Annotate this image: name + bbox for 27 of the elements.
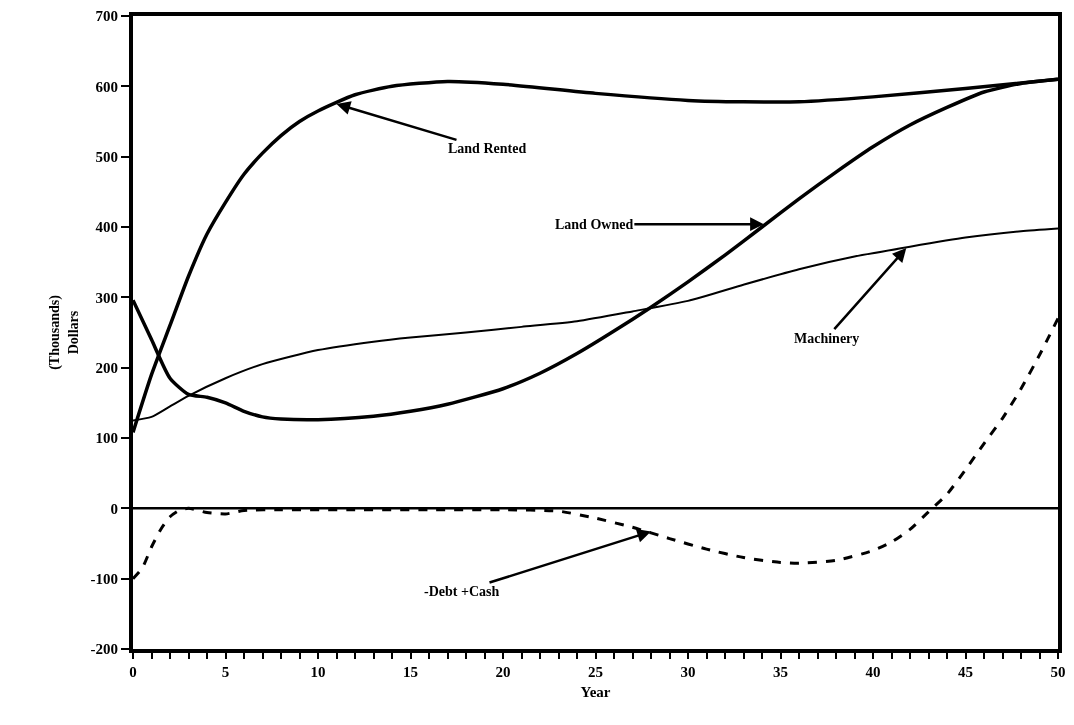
- x-tick-label: 40: [865, 664, 881, 680]
- x-tick-label: 5: [221, 664, 230, 680]
- x-tick-label: 25: [588, 664, 603, 680]
- x-axis-title: Year: [580, 683, 611, 700]
- y-tick-label: 500: [95, 148, 118, 165]
- y-tick-label: 600: [95, 78, 118, 95]
- x-tick-label: 20: [495, 664, 511, 680]
- x-tick-label: 10: [310, 664, 326, 680]
- annotation: Machinery: [794, 331, 860, 346]
- y-tick-label: -100: [90, 570, 118, 587]
- y-tick-label: 300: [95, 289, 118, 306]
- y-tick-label: 400: [95, 219, 118, 236]
- annotation: -Debt +Cash: [424, 584, 500, 599]
- y-tick-label: 0: [110, 500, 118, 517]
- x-tick-label: 50: [1050, 664, 1066, 680]
- y-tick-label: -200: [90, 641, 118, 658]
- annotation: Land Owned: [555, 217, 634, 232]
- y-tick-label: 700: [95, 8, 118, 25]
- x-tick-label: 15: [403, 664, 418, 680]
- x-tick-label: 0: [129, 664, 137, 680]
- x-tick-label: 30: [680, 664, 696, 680]
- y-axis-title: (Thousands) Dollars: [47, 294, 81, 370]
- x-tick-label: 35: [773, 664, 788, 680]
- y-tick-label: 200: [95, 359, 118, 376]
- x-tick-label: 45: [958, 664, 973, 680]
- annotation: Land Rented: [448, 141, 527, 156]
- y-tick-label: 100: [95, 430, 118, 447]
